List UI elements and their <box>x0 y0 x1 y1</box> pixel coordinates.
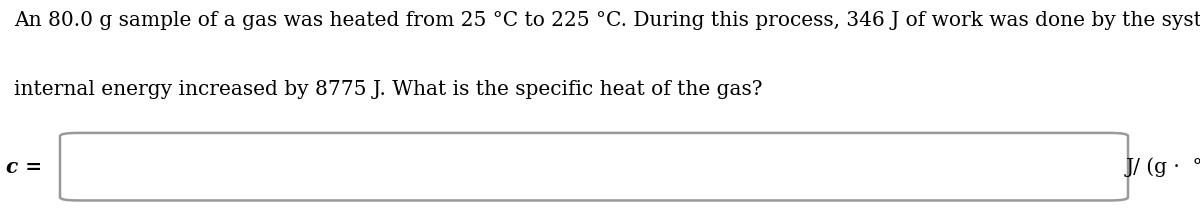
Text: internal energy increased by 8775 J. What is the specific heat of the gas?: internal energy increased by 8775 J. Wha… <box>14 80 763 99</box>
Text: J/ (g ·  °C): J/ (g · °C) <box>1126 157 1200 177</box>
FancyBboxPatch shape <box>60 133 1128 200</box>
Text: c =: c = <box>6 157 42 177</box>
Text: An 80.0 g sample of a gas was heated from 25 °C to 225 °C. During this process, : An 80.0 g sample of a gas was heated fro… <box>14 11 1200 30</box>
